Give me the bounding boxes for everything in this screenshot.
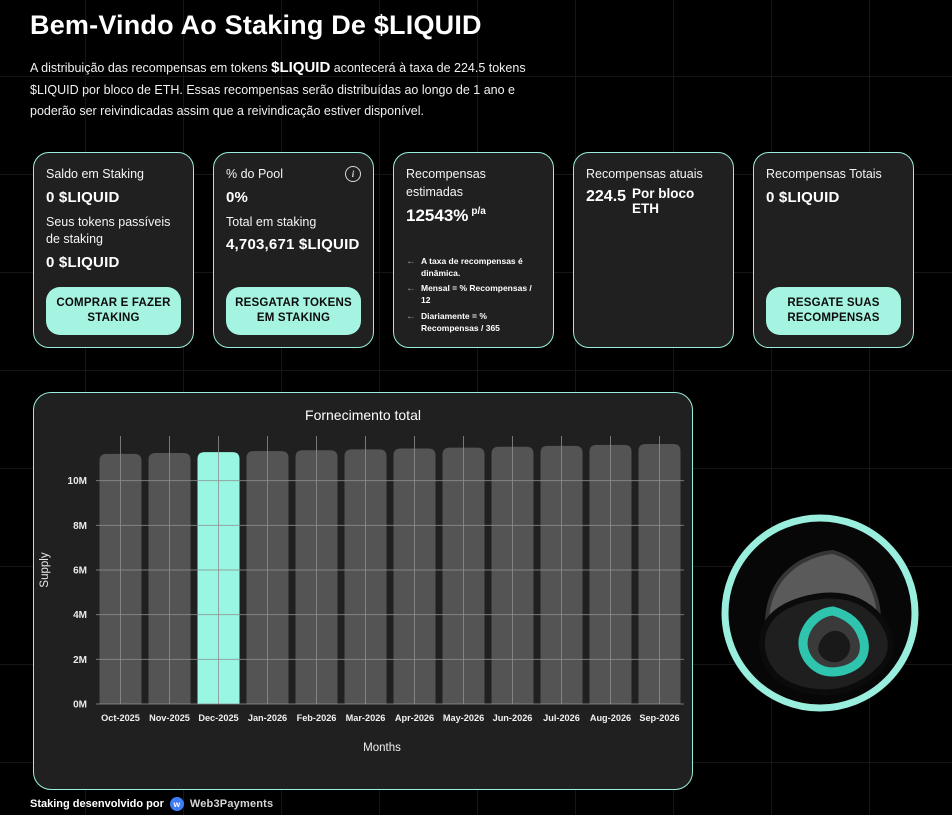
- footer: Staking desenvolvido por w Web3Payments: [30, 797, 273, 811]
- estimated-rewards-value: 12543% p/a: [406, 206, 541, 226]
- logo-inner-blob: [818, 630, 851, 663]
- arrow-left-icon: ←: [406, 311, 416, 323]
- stakable-tokens-value: 0 $LIQUID: [46, 253, 120, 271]
- y-tick-label: 8M: [73, 521, 87, 532]
- y-tick-label: 4M: [73, 610, 87, 621]
- note-item: ← Diariamente = % Recompensas / 365: [406, 311, 541, 335]
- rewards-notes-list: ← A taxa de recompensas é dinâmica. ← Me…: [406, 256, 541, 335]
- x-tick-label: Jun-2026: [493, 713, 533, 723]
- x-tick-label: Sep-2026: [639, 713, 679, 723]
- x-tick-label: Jul-2026: [543, 713, 580, 723]
- note-item: ← A taxa de recompensas é dinâmica.: [406, 256, 541, 280]
- total-staked-value: 4,703,671 $LIQUID: [226, 236, 360, 253]
- web3payments-logo-icon: w: [169, 797, 184, 811]
- note-text: Mensal = % Recompensas / 12: [421, 283, 532, 306]
- description-part1: A distribuição das recompensas em tokens: [30, 61, 272, 75]
- x-tick-label: Mar-2026: [346, 713, 386, 723]
- unstake-tokens-button[interactable]: RESGATAR TOKENS EM STAKING: [226, 287, 361, 335]
- x-tick-label: Feb-2026: [297, 713, 337, 723]
- staking-balance-value: 0 $LIQUID: [46, 188, 120, 206]
- buy-and-stake-button[interactable]: COMPRAR E FAZER STAKING: [46, 287, 181, 335]
- x-tick-label: Aug-2026: [590, 713, 631, 723]
- description-part2: acontecerá à taxa de 224.5 tokens $LIQUI…: [30, 61, 526, 118]
- x-axis-title: Months: [363, 742, 401, 754]
- current-rewards-label: Recompensas atuais: [586, 167, 703, 181]
- claim-rewards-button[interactable]: RESGATE SUAS RECOMPENSAS: [766, 287, 901, 335]
- total-rewards-card: Recompensas Totais 0 $LIQUID RESGATE SUA…: [753, 152, 914, 348]
- stats-cards-row: Saldo em Staking 0 $LIQUID Seus tokens p…: [33, 152, 914, 348]
- x-tick-label: Oct-2025: [101, 713, 140, 723]
- pool-share-label: % do Pool: [226, 167, 283, 181]
- y-axis-title: Supply: [39, 552, 51, 587]
- estimated-rewards-card: Recompensas estimadas 12543% p/a ← A taxa…: [393, 152, 554, 348]
- arrow-left-icon: ←: [406, 283, 416, 295]
- note-item: ← Mensal = % Recompensas / 12: [406, 283, 541, 307]
- pool-share-value: 0%: [226, 188, 249, 206]
- x-tick-label: Apr-2026: [395, 713, 434, 723]
- info-icon[interactable]: i: [345, 166, 361, 182]
- liquid-logo: [721, 514, 919, 712]
- footer-text: Staking desenvolvido por: [30, 798, 164, 810]
- chart-title: Fornecimento total: [305, 407, 421, 423]
- x-tick-label: Nov-2025: [149, 713, 190, 723]
- staking-balance-label: Saldo em Staking: [46, 167, 144, 181]
- y-tick-label: 0M: [73, 700, 87, 711]
- x-tick-label: Dec-2025: [198, 713, 238, 723]
- current-rewards-card: Recompensas atuais 224.5 Por bloco ETH: [573, 152, 734, 348]
- apr-unit: p/a: [471, 206, 486, 218]
- stakable-tokens-label: Seus tokens passíveis de staking: [46, 214, 171, 247]
- page-header: Bem-Vindo Ao Staking De $LIQUID A distri…: [30, 10, 575, 121]
- note-text: A taxa de recompensas é dinâmica.: [421, 255, 523, 278]
- page-description: A distribuição das recompensas em tokens…: [30, 56, 545, 121]
- description-token: $LIQUID: [271, 59, 331, 76]
- y-tick-label: 6M: [73, 566, 87, 577]
- current-rewards-value: 224.5 Por bloco ETH: [586, 186, 721, 216]
- note-text: Diariamente = % Recompensas / 365: [421, 311, 500, 334]
- per-block-value: 224.5: [586, 187, 627, 205]
- total-rewards-label: Recompensas Totais: [766, 167, 882, 181]
- x-tick-label: Jan-2026: [248, 713, 287, 723]
- y-tick-label: 10M: [68, 476, 87, 487]
- total-staked-label: Total em staking: [226, 214, 317, 229]
- y-tick-label: 2M: [73, 655, 87, 666]
- supply-chart-card: Fornecimento total 0M 2M 4M 6M 8M 10M Oct-2025…: [33, 392, 693, 790]
- apr-value: 12543%: [406, 206, 469, 225]
- arrow-left-icon: ←: [406, 255, 416, 267]
- web3payments-brand[interactable]: Web3Payments: [189, 798, 274, 810]
- total-rewards-value: 0 $LIQUID: [766, 188, 840, 206]
- staking-balance-card: Saldo em Staking 0 $LIQUID Seus tokens p…: [33, 152, 194, 348]
- estimated-rewards-label: Recompensas estimadas: [406, 167, 486, 199]
- x-tick-label: May-2026: [443, 713, 484, 723]
- pool-share-card: % do Pool i 0% Total em staking 4,703,67…: [213, 152, 374, 348]
- supply-chart-svg: 0M 2M 4M 6M 8M 10M Oct-2025 Nov-2025 Dec-2025 Jan…: [39, 436, 684, 754]
- per-block-unit: Por bloco ETH: [632, 185, 695, 216]
- page-title: Bem-Vindo Ao Staking De $LIQUID: [30, 10, 482, 40]
